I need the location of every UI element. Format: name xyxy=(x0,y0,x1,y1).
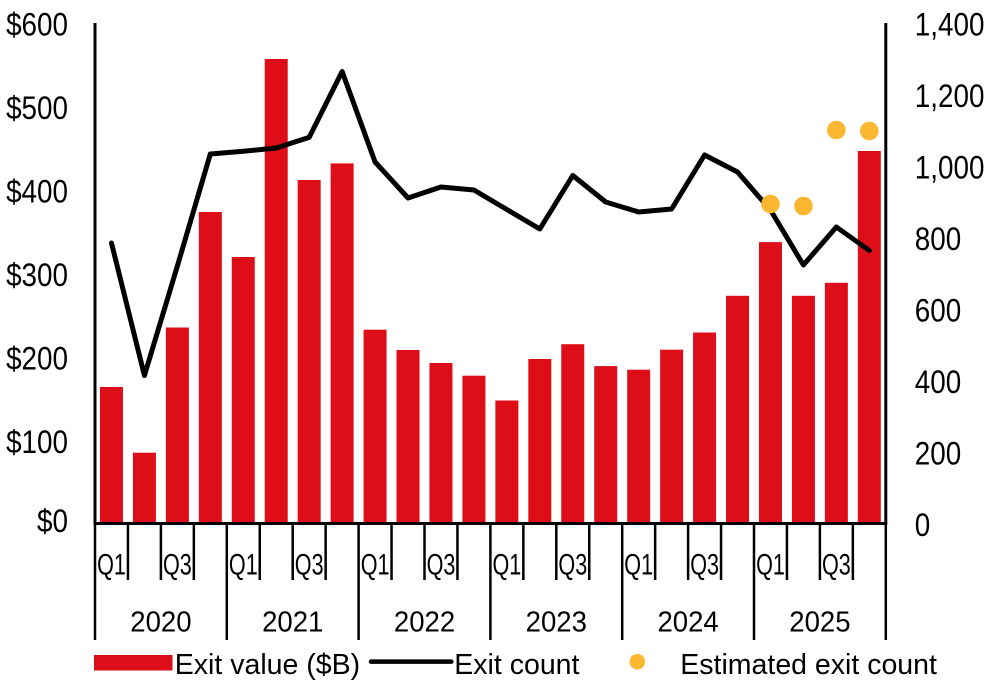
svg-text:2020: 2020 xyxy=(130,605,191,638)
svg-text:400: 400 xyxy=(915,365,961,400)
svg-text:0: 0 xyxy=(915,508,930,543)
svg-text:Q3: Q3 xyxy=(295,547,324,581)
svg-text:Exit value ($B): Exit value ($B) xyxy=(175,649,360,681)
svg-text:1,400: 1,400 xyxy=(915,8,985,43)
svg-text:Q3: Q3 xyxy=(690,547,719,581)
svg-text:Q1: Q1 xyxy=(624,547,653,581)
svg-text:Q3: Q3 xyxy=(163,547,192,581)
svg-text:$600: $600 xyxy=(6,8,68,43)
svg-text:2024: 2024 xyxy=(657,605,718,638)
svg-text:Q3: Q3 xyxy=(822,547,851,581)
svg-text:1,000: 1,000 xyxy=(915,151,985,186)
svg-text:800: 800 xyxy=(915,222,961,257)
svg-text:Q1: Q1 xyxy=(361,547,390,581)
svg-text:Q3: Q3 xyxy=(558,547,587,581)
svg-text:Q3: Q3 xyxy=(427,547,456,581)
svg-text:$500: $500 xyxy=(6,91,68,126)
svg-text:$300: $300 xyxy=(6,258,68,293)
svg-text:$100: $100 xyxy=(6,425,68,460)
svg-text:$200: $200 xyxy=(6,342,68,377)
svg-text:2025: 2025 xyxy=(789,605,850,638)
svg-text:200: 200 xyxy=(915,437,961,472)
svg-text:Q1: Q1 xyxy=(97,547,126,581)
svg-text:2021: 2021 xyxy=(262,605,323,638)
svg-text:1,200: 1,200 xyxy=(915,79,985,114)
svg-text:Q1: Q1 xyxy=(492,547,521,581)
svg-text:600: 600 xyxy=(915,294,961,329)
svg-text:2022: 2022 xyxy=(394,605,455,638)
svg-text:$400: $400 xyxy=(6,175,68,210)
svg-text:Estimated exit count: Estimated exit count xyxy=(680,649,937,681)
svg-text:2023: 2023 xyxy=(526,605,587,638)
svg-text:Q1: Q1 xyxy=(229,547,258,581)
svg-text:Exit count: Exit count xyxy=(454,649,579,681)
svg-text:Q1: Q1 xyxy=(756,547,785,581)
svg-text:$0: $0 xyxy=(37,504,68,539)
